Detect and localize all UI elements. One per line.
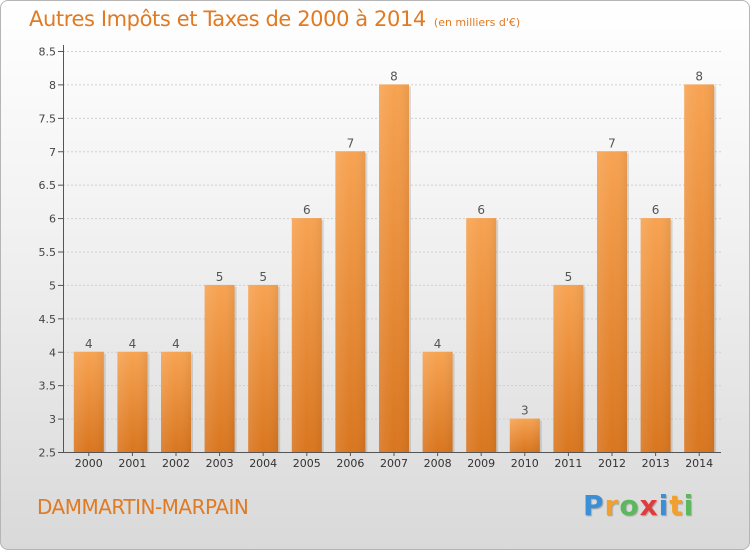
data-label: 5 [216,270,224,284]
data-label: 5 [565,270,573,284]
bar-highlight [466,218,497,452]
logo-letter: t [669,489,684,522]
y-tick-label: 6.5 [39,179,57,192]
bar-highlight [248,284,279,452]
x-tick-label: 2008 [424,457,452,470]
bar-layer [73,84,717,453]
label-layer: 4 4 4 5 5 6 7 8 4 6 3 5 7 6 8 [85,69,703,417]
bar-highlight [117,351,148,452]
x-tick-label: 2011 [554,457,582,470]
city-name: DAMMARTIN-MARPAIN [37,495,249,519]
y-tick-label: 4.5 [39,313,57,326]
bar-highlight [379,84,409,453]
data-label: 5 [259,270,267,284]
bar-highlight [509,418,540,452]
x-tick-label: 2006 [336,457,364,470]
y-tick-label: 7.5 [39,112,57,125]
y-tick-label: 8.5 [39,46,57,59]
bar-highlight [553,284,584,452]
x-tick-label: 2004 [249,457,277,470]
data-label: 4 [434,337,442,351]
data-label: 7 [347,136,355,150]
chart-unit: (en milliers d'€) [433,16,521,29]
y-tick-label: 3.5 [39,380,57,393]
data-label: 8 [390,69,398,83]
y-tick-label: 5 [49,279,56,292]
bar-highlight [684,84,715,453]
bar-highlight [335,151,366,452]
y-tick-label: 8 [49,79,56,92]
bar-highlight [204,284,235,452]
data-label: 8 [695,69,703,83]
data-label: 4 [85,337,93,351]
x-tick-label: 2014 [685,457,713,470]
bar-highlight [161,351,191,452]
proxiti-logo[interactable]: Proxiti [583,489,694,522]
x-tick-label: 2010 [511,457,539,470]
x-tick-label: 2002 [162,457,190,470]
bar-highlight [73,351,104,452]
logo-letter: i [683,489,695,522]
x-tick-label: 2007 [380,457,408,470]
data-label: 7 [608,136,616,150]
x-tick-label: 2013 [642,457,670,470]
data-label: 6 [477,203,485,217]
data-label: 4 [172,337,180,351]
data-label: 3 [521,404,529,418]
x-tick-label: 2005 [293,457,321,470]
x-tick-label: 2000 [75,457,103,470]
bar-highlight [640,218,671,452]
x-tick-label: 2012 [598,457,626,470]
chart-title-block: Autres Impôts et Taxes de 2000 à 2014 (en… [29,7,520,31]
chart-title: Autres Impôts et Taxes de 2000 à 2014 [29,7,426,31]
bar-highlight [597,151,627,452]
x-tick-label: 2003 [206,457,234,470]
data-label: 6 [652,203,660,217]
y-tick-label: 4 [49,346,56,359]
logo-letter: i [658,489,670,522]
logo-letter: r [604,489,620,522]
logo-letter: P [583,489,605,522]
data-label: 4 [129,337,137,351]
bar-highlight [291,218,322,452]
y-tick-label: 5.5 [39,246,57,259]
logo-letter: x [639,489,659,522]
data-label: 6 [303,203,311,217]
x-tick-label: 2001 [118,457,146,470]
logo-letter: o [619,489,640,522]
axis-layer: 2.5 3 3.5 4 4.5 5 5.5 6 6.5 7 7.5 8 8.5 2000 2001 2002 2… [39,45,721,470]
x-tick-label: 2009 [467,457,495,470]
y-tick-label: 6 [49,213,56,226]
bar-highlight [422,351,453,452]
y-tick-label: 2.5 [39,447,57,460]
y-tick-label: 3 [49,413,56,426]
y-tick-label: 7 [49,146,56,159]
